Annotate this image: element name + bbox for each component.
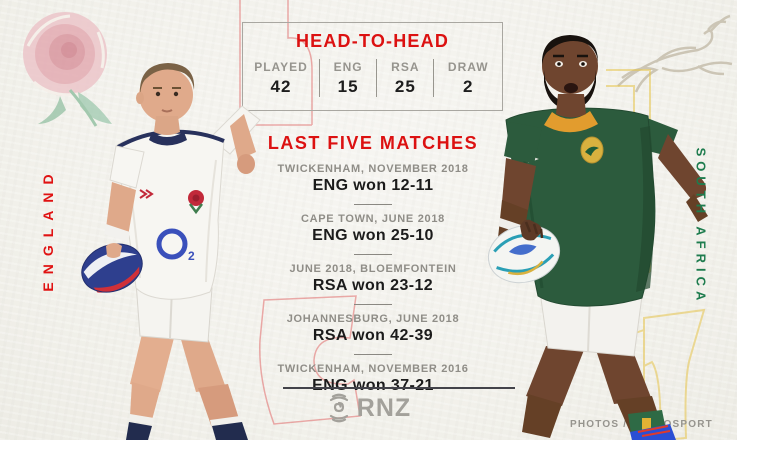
england-rose-crest-icon xyxy=(188,190,204,215)
rugby-ball-england xyxy=(81,243,143,293)
match-divider xyxy=(354,354,392,355)
springbok-emblem-icon xyxy=(617,14,733,93)
springbok-crest-icon xyxy=(580,136,604,164)
last-five-matches-title: LAST FIVE MATCHES xyxy=(267,133,479,153)
rnz-logo: RNZ xyxy=(0,393,737,423)
stat-played: PLAYED 42 xyxy=(254,60,308,96)
head-to-head-panel: HEAD-TO-HEAD PLAYED 42 ENG 15 RSA 25 DRA… xyxy=(242,22,503,111)
sponsor-logo-o2: 2 xyxy=(156,228,195,263)
south-africa-player-photo xyxy=(487,35,708,440)
team-name-england: ENGLAND xyxy=(40,166,56,292)
team-name-south-africa: SOUTH AFRICA xyxy=(693,147,709,306)
match-result-row: TWICKENHAM, NOVEMBER 2018 ENG won 12-11 xyxy=(277,163,469,194)
stat-rsa-wins: RSA 25 xyxy=(376,59,433,97)
last-five-matches-panel: LAST FIVE MATCHES TWICKENHAM, NOVEMBER 2… xyxy=(238,133,508,395)
match-result-row: JOHANNESBURG, JUNE 2018 RSA won 42-39 xyxy=(286,313,460,344)
match-divider xyxy=(354,254,392,255)
head-to-head-title: HEAD-TO-HEAD xyxy=(295,31,450,51)
england-rose-emblem-icon xyxy=(23,12,112,127)
match-result-row: CAPE TOWN, JUNE 2018 ENG won 25-10 xyxy=(300,213,445,244)
england-player-photo: 2 xyxy=(81,63,261,440)
head-to-head-stats-row: PLAYED 42 ENG 15 RSA 25 DRAW 2 xyxy=(243,59,502,97)
stat-eng-wins: ENG 15 xyxy=(318,59,376,97)
svg-text:2: 2 xyxy=(188,249,195,263)
stat-draws: DRAW 2 xyxy=(433,59,502,97)
footer-divider-line xyxy=(283,387,515,389)
rugby-ball-world-cup xyxy=(487,224,561,284)
kit-maker-logo xyxy=(139,189,154,199)
rnz-koru-spiral-icon xyxy=(329,393,348,423)
match-divider xyxy=(354,204,392,205)
match-result-row: JUNE 2018, BLOEMFONTEIN RSA won 23-12 xyxy=(289,263,457,294)
poster-background: 2 xyxy=(0,0,737,440)
match-divider xyxy=(354,304,392,305)
rnz-logo-text: RNZ xyxy=(356,393,412,422)
match-result-row: TWICKENHAM, NOVEMBER 2016 ENG won 37-21 xyxy=(277,363,469,394)
